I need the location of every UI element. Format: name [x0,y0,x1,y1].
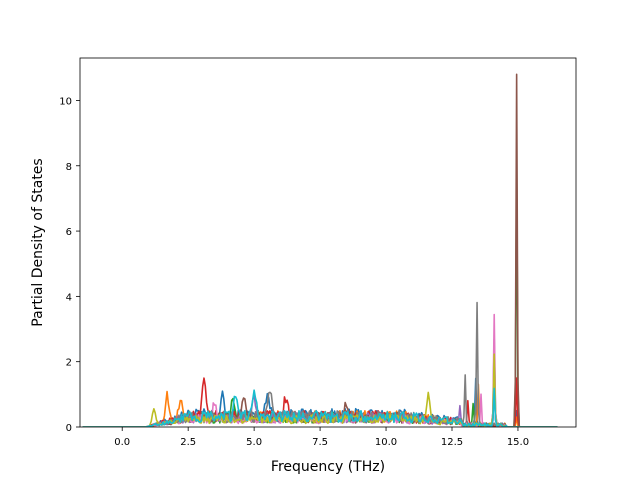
y-tick-label: 4 [66,292,72,303]
plot-background [80,58,576,427]
x-tick-label: 7.5 [312,437,328,448]
y-axis-label: Partial Density of States [30,158,46,326]
y-axis-ticks: 0 2 4 6 8 10 [59,96,80,434]
y-tick-label: 0 [66,423,72,434]
x-axis-ticks: 0.0 2.5 5.0 7.5 10.0 12.5 15.0 [114,427,529,448]
x-axis-label: Frequency (THz) [271,459,385,475]
x-tick-label: 15.0 [507,437,529,448]
x-tick-label: 12.5 [441,437,463,448]
y-tick-label: 2 [66,358,72,369]
series-line-10 [82,387,558,427]
y-tick-label: 6 [66,227,72,238]
x-tick-label: 0.0 [114,437,130,448]
x-tick-label: 5.0 [246,437,262,448]
plot-frame [79,57,577,428]
y-tick-label: 8 [66,162,72,173]
y-tick-label: 10 [59,96,72,107]
x-tick-label: 2.5 [180,437,196,448]
series-layer [82,73,558,427]
x-tick-label: 10.0 [375,437,397,448]
